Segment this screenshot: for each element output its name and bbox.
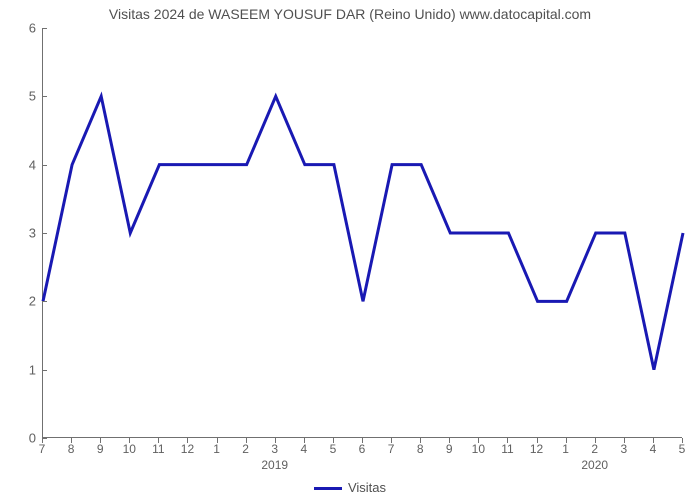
y-tick-mark [42,233,47,234]
y-tick-mark [42,301,47,302]
x-tick-label: 1 [562,442,569,456]
y-tick-label: 4 [18,157,36,172]
x-tick-label: 8 [68,442,75,456]
x-tick-mark [71,438,72,443]
chart-container: Visitas 2024 de WASEEM YOUSUF DAR (Reino… [0,0,700,500]
data-line [43,28,683,438]
x-tick-label: 2 [242,442,249,456]
x-tick-label: 11 [152,442,164,456]
x-tick-mark [595,438,596,443]
x-tick-mark [478,438,479,443]
year-group-label: 2019 [261,458,288,472]
x-tick-mark [420,438,421,443]
x-tick-mark [682,438,683,443]
y-tick-label: 2 [18,294,36,309]
y-tick-mark [42,165,47,166]
y-tick-mark [42,96,47,97]
x-tick-label: 3 [271,442,278,456]
year-group-label: 2020 [581,458,608,472]
x-tick-label: 12 [181,442,194,456]
x-tick-label: 4 [650,442,657,456]
x-tick-mark [304,438,305,443]
x-tick-mark [158,438,159,443]
x-tick-mark [246,438,247,443]
y-tick-label: 6 [18,21,36,36]
x-tick-label: 9 [97,442,104,456]
x-tick-label: 8 [417,442,424,456]
x-tick-label: 7 [388,442,395,456]
x-tick-label: 4 [300,442,307,456]
x-tick-mark [362,438,363,443]
series-line [43,96,683,369]
legend: Visitas [0,480,700,495]
x-tick-mark [391,438,392,443]
x-tick-label: 6 [359,442,366,456]
x-tick-mark [653,438,654,443]
x-tick-label: 10 [472,442,485,456]
x-tick-mark [100,438,101,443]
x-tick-mark [42,438,43,443]
x-tick-label: 12 [530,442,543,456]
x-tick-mark [507,438,508,443]
x-tick-label: 5 [330,442,337,456]
legend-swatch [314,487,342,490]
x-tick-label: 10 [123,442,136,456]
x-tick-label: 11 [501,442,513,456]
x-tick-mark [333,438,334,443]
x-tick-mark [624,438,625,443]
x-tick-label: 3 [620,442,627,456]
y-tick-label: 3 [18,226,36,241]
x-tick-mark [566,438,567,443]
x-tick-label: 7 [39,442,46,456]
y-tick-label: 5 [18,89,36,104]
x-tick-label: 2 [591,442,598,456]
x-tick-mark [187,438,188,443]
x-tick-mark [537,438,538,443]
x-tick-label: 5 [679,442,686,456]
y-tick-mark [42,28,47,29]
x-tick-mark [129,438,130,443]
chart-title: Visitas 2024 de WASEEM YOUSUF DAR (Reino… [0,6,700,22]
x-tick-label: 9 [446,442,453,456]
y-tick-mark [42,370,47,371]
x-tick-mark [449,438,450,443]
x-tick-mark [275,438,276,443]
legend-label: Visitas [348,480,386,495]
x-tick-mark [217,438,218,443]
x-tick-label: 1 [213,442,220,456]
y-tick-label: 1 [18,362,36,377]
plot-area [42,28,682,438]
y-tick-label: 0 [18,431,36,446]
